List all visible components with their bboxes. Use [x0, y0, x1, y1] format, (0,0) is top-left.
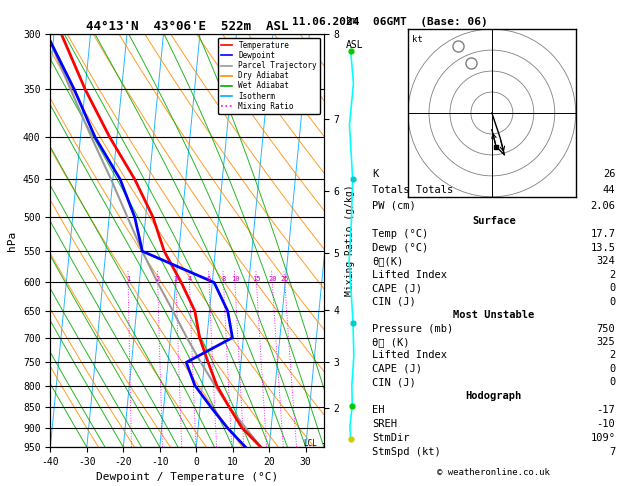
Text: Totals Totals: Totals Totals: [372, 185, 454, 195]
Text: 8: 8: [221, 277, 226, 282]
Text: CIN (J): CIN (J): [372, 297, 416, 307]
Text: EH: EH: [372, 405, 385, 415]
Text: 2.06: 2.06: [590, 201, 615, 211]
X-axis label: Dewpoint / Temperature (°C): Dewpoint / Temperature (°C): [96, 472, 278, 483]
Text: © weatheronline.co.uk: © weatheronline.co.uk: [437, 468, 550, 477]
Text: 10: 10: [231, 277, 239, 282]
Y-axis label: Mixing Ratio (g/kg): Mixing Ratio (g/kg): [345, 185, 355, 296]
Text: 325: 325: [596, 337, 615, 347]
Text: km: km: [346, 16, 357, 26]
Text: ASL: ASL: [346, 40, 364, 50]
Text: 20: 20: [268, 277, 277, 282]
Text: Lifted Index: Lifted Index: [372, 350, 447, 361]
Text: 4: 4: [187, 277, 192, 282]
Text: K: K: [372, 169, 379, 179]
Text: SREH: SREH: [372, 419, 398, 429]
Text: 2: 2: [609, 350, 615, 361]
Text: Lifted Index: Lifted Index: [372, 270, 447, 280]
Text: 324: 324: [596, 256, 615, 266]
Text: 7: 7: [609, 447, 615, 457]
Text: 44: 44: [603, 185, 615, 195]
Y-axis label: hPa: hPa: [8, 230, 18, 251]
Text: 0: 0: [609, 297, 615, 307]
Text: Pressure (mb): Pressure (mb): [372, 324, 454, 334]
Text: 109°: 109°: [590, 433, 615, 443]
Text: -10: -10: [596, 419, 615, 429]
Text: StmSpd (kt): StmSpd (kt): [372, 447, 441, 457]
Title: 44°13'N  43°06'E  522m  ASL: 44°13'N 43°06'E 522m ASL: [86, 20, 288, 33]
Text: Surface: Surface: [472, 216, 516, 226]
Text: -17: -17: [596, 405, 615, 415]
Text: 15: 15: [252, 277, 261, 282]
Text: 6: 6: [207, 277, 211, 282]
Legend: Temperature, Dewpoint, Parcel Trajectory, Dry Adiabat, Wet Adiabat, Isotherm, Mi: Temperature, Dewpoint, Parcel Trajectory…: [218, 38, 320, 114]
Text: CIN (J): CIN (J): [372, 377, 416, 387]
Text: CAPE (J): CAPE (J): [372, 283, 422, 294]
Text: θᴇ (K): θᴇ (K): [372, 337, 409, 347]
Text: 2: 2: [155, 277, 160, 282]
Text: 17.7: 17.7: [590, 229, 615, 239]
Text: 3: 3: [174, 277, 178, 282]
Text: θᴇ(K): θᴇ(K): [372, 256, 403, 266]
Text: CAPE (J): CAPE (J): [372, 364, 422, 374]
Text: kt: kt: [412, 35, 423, 44]
Text: 0: 0: [609, 283, 615, 294]
Text: 11.06.2024  06GMT  (Base: 06): 11.06.2024 06GMT (Base: 06): [292, 17, 488, 27]
Text: 13.5: 13.5: [590, 243, 615, 253]
Text: StmDir: StmDir: [372, 433, 409, 443]
Text: 25: 25: [281, 277, 289, 282]
Text: Dewp (°C): Dewp (°C): [372, 243, 428, 253]
Text: Temp (°C): Temp (°C): [372, 229, 428, 239]
Text: 1: 1: [126, 277, 130, 282]
Text: 0: 0: [609, 377, 615, 387]
Text: Most Unstable: Most Unstable: [453, 310, 535, 320]
Text: 750: 750: [596, 324, 615, 334]
Text: PW (cm): PW (cm): [372, 201, 416, 211]
Text: LCL: LCL: [303, 439, 316, 448]
Text: Hodograph: Hodograph: [465, 391, 522, 401]
Text: 26: 26: [603, 169, 615, 179]
Text: 2: 2: [609, 270, 615, 280]
Text: 0: 0: [609, 364, 615, 374]
